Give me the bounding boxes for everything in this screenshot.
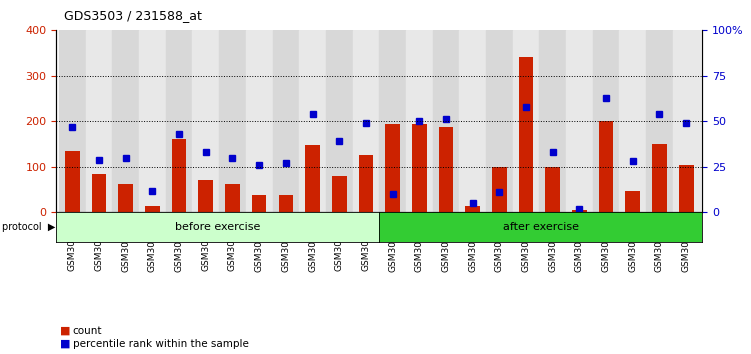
Bar bbox=[358, 155, 373, 212]
Bar bbox=[439, 127, 454, 212]
Bar bbox=[59, 30, 86, 212]
Text: ■: ■ bbox=[60, 339, 71, 349]
Bar bbox=[305, 145, 320, 212]
Bar bbox=[273, 30, 299, 212]
Text: GDS3503 / 231588_at: GDS3503 / 231588_at bbox=[64, 9, 202, 22]
Bar bbox=[679, 165, 693, 212]
Bar bbox=[486, 30, 513, 212]
Bar bbox=[385, 124, 400, 212]
Bar bbox=[566, 30, 593, 212]
Bar bbox=[572, 210, 587, 212]
Bar bbox=[279, 195, 293, 212]
Bar bbox=[406, 30, 433, 212]
Text: before exercise: before exercise bbox=[175, 222, 261, 233]
Bar bbox=[332, 176, 346, 212]
Bar bbox=[519, 57, 533, 212]
Bar bbox=[593, 30, 620, 212]
Bar bbox=[219, 30, 246, 212]
Bar bbox=[620, 30, 646, 212]
Bar bbox=[119, 184, 133, 212]
Bar bbox=[192, 30, 219, 212]
Bar bbox=[145, 206, 160, 212]
Bar bbox=[492, 167, 507, 212]
Bar bbox=[246, 30, 273, 212]
Bar bbox=[539, 30, 566, 212]
Text: percentile rank within the sample: percentile rank within the sample bbox=[73, 339, 249, 349]
Text: after exercise: after exercise bbox=[502, 222, 579, 233]
Bar bbox=[466, 206, 480, 212]
Bar bbox=[545, 167, 560, 212]
Bar bbox=[198, 181, 213, 212]
Bar bbox=[412, 124, 427, 212]
Bar bbox=[92, 174, 107, 212]
Bar bbox=[86, 30, 113, 212]
Bar bbox=[646, 30, 673, 212]
Text: protocol  ▶: protocol ▶ bbox=[2, 222, 55, 233]
Text: count: count bbox=[73, 326, 102, 336]
Bar bbox=[513, 30, 539, 212]
Bar bbox=[460, 30, 486, 212]
Bar bbox=[166, 30, 192, 212]
Bar bbox=[299, 30, 326, 212]
Bar bbox=[139, 30, 166, 212]
Bar bbox=[433, 30, 460, 212]
Bar bbox=[113, 30, 139, 212]
Bar bbox=[673, 30, 699, 212]
Bar bbox=[626, 190, 640, 212]
Bar bbox=[225, 184, 240, 212]
Bar bbox=[379, 30, 406, 212]
Bar bbox=[599, 121, 614, 212]
Bar bbox=[352, 30, 379, 212]
Bar bbox=[326, 30, 352, 212]
Bar bbox=[652, 144, 667, 212]
Bar bbox=[172, 138, 186, 212]
Text: ■: ■ bbox=[60, 326, 71, 336]
Bar bbox=[252, 195, 267, 212]
Bar bbox=[65, 151, 80, 212]
